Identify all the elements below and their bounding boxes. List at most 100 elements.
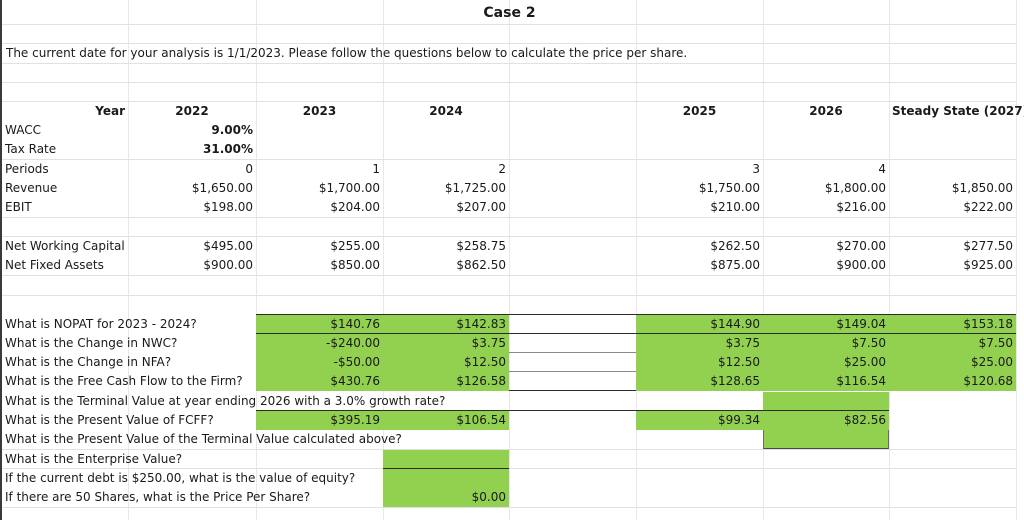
nopat-2026[interactable]: $149.04 <box>763 315 889 334</box>
year-header-2022[interactable]: 2022 <box>175 104 209 118</box>
row-divider <box>2 449 1016 450</box>
year-header-2026[interactable]: 2026 <box>809 104 843 118</box>
change-nfa-2027[interactable]: $25.00 <box>889 353 1016 372</box>
ebit-2023[interactable]: $204.00 <box>330 200 380 214</box>
periods-2022[interactable]: 0 <box>245 162 253 176</box>
col-divider <box>1016 0 1017 520</box>
equity-value-label[interactable]: If the current debt is $250.00, what is … <box>5 471 356 485</box>
row-border <box>256 333 1016 334</box>
pv-fcff-label[interactable]: What is the Present Value of FCFF? <box>5 413 214 427</box>
price-per-share-value[interactable]: $0.00 <box>383 488 509 507</box>
revenue-2025[interactable]: $1,750.00 <box>698 181 760 195</box>
ebit-label[interactable]: EBIT <box>5 200 32 214</box>
nfa-label[interactable]: Net Fixed Assets <box>5 258 104 272</box>
row-divider <box>2 236 1016 237</box>
ebit-2022[interactable]: $198.00 <box>203 200 253 214</box>
col-divider <box>128 0 129 520</box>
revenue-2024[interactable]: $1,725.00 <box>444 181 506 195</box>
periods-2025[interactable]: 3 <box>752 162 760 176</box>
wacc-value[interactable]: 9.00% <box>211 123 253 137</box>
row-border <box>509 352 636 353</box>
change-nwc-label[interactable]: What is the Change in NWC? <box>5 336 178 350</box>
fcff-2024[interactable]: $126.58 <box>383 372 509 391</box>
enterprise-value-label[interactable]: What is the Enterprise Value? <box>5 452 183 466</box>
row-divider <box>2 24 1016 25</box>
fcff-2027[interactable]: $120.68 <box>889 372 1016 391</box>
change-nfa-label[interactable]: What is the Change in NFA? <box>5 355 172 369</box>
ebit-2027[interactable]: $222.00 <box>963 200 1013 214</box>
nopat-2025[interactable]: $144.90 <box>636 315 763 334</box>
pv-fcff-2025[interactable]: $99.34 <box>636 411 763 430</box>
nfa-2022[interactable]: $900.00 <box>203 258 253 272</box>
periods-2023[interactable]: 1 <box>372 162 380 176</box>
periods-2026[interactable]: 4 <box>878 162 886 176</box>
nwc-2025[interactable]: $262.50 <box>710 239 760 253</box>
nwc-2023[interactable]: $255.00 <box>330 239 380 253</box>
revenue-2023[interactable]: $1,700.00 <box>318 181 380 195</box>
sheet-left-border <box>0 0 2 520</box>
revenue-2026[interactable]: $1,800.00 <box>824 181 886 195</box>
change-nwc-2026[interactable]: $7.50 <box>763 334 889 353</box>
change-nfa-2026[interactable]: $25.00 <box>763 353 889 372</box>
year-header-2025[interactable]: 2025 <box>682 104 717 118</box>
ebit-2024[interactable]: $207.00 <box>456 200 506 214</box>
revenue-label[interactable]: Revenue <box>5 181 58 195</box>
tax-rate-value[interactable]: 31.00% <box>203 142 253 156</box>
fcff-2025[interactable]: $128.65 <box>636 372 763 391</box>
nopat-2024[interactable]: $142.83 <box>383 315 509 334</box>
year-header-label[interactable]: Year <box>95 104 125 118</box>
row-divider <box>2 63 1016 64</box>
year-header-2023[interactable]: 2023 <box>302 104 337 118</box>
change-nfa-2025[interactable]: $12.50 <box>636 353 763 372</box>
nwc-2024[interactable]: $258.75 <box>456 239 506 253</box>
fcff-2023[interactable]: $430.76 <box>256 372 383 391</box>
fcff-label[interactable]: What is the Free Cash Flow to the Firm? <box>5 374 243 388</box>
nfa-2023[interactable]: $850.00 <box>330 258 380 272</box>
change-nwc-2027[interactable]: $7.50 <box>889 334 1016 353</box>
ebit-2026[interactable]: $216.00 <box>836 200 886 214</box>
wacc-label[interactable]: WACC <box>5 123 41 137</box>
terminal-value-input[interactable] <box>763 392 889 411</box>
change-nwc-2025[interactable]: $3.75 <box>636 334 763 353</box>
pv-fcff-2026[interactable]: $82.56 <box>763 411 889 430</box>
year-header-steady-state[interactable]: Steady State (2027) <box>892 104 1024 118</box>
periods-label[interactable]: Periods <box>5 162 49 176</box>
periods-2024[interactable]: 2 <box>498 162 506 176</box>
change-nwc-2023[interactable]: -$240.00 <box>256 334 383 353</box>
pv-terminal-input[interactable] <box>763 430 889 449</box>
sheet-title[interactable]: Case 2 <box>483 5 536 21</box>
change-nfa-2024[interactable]: $12.50 <box>383 353 509 372</box>
col-divider <box>636 0 637 520</box>
pv-fcff-2023[interactable]: $395.19 <box>256 411 383 430</box>
nfa-2027[interactable]: $925.00 <box>963 258 1013 272</box>
col-divider <box>383 0 384 520</box>
year-header-2024[interactable]: 2024 <box>429 104 463 118</box>
fcff-2026[interactable]: $116.54 <box>763 372 889 391</box>
equity-value-input[interactable] <box>383 469 509 488</box>
nwc-2026[interactable]: $270.00 <box>836 239 886 253</box>
nfa-2024[interactable]: $862.50 <box>456 258 506 272</box>
col-divider <box>256 0 257 520</box>
nopat-label[interactable]: What is NOPAT for 2023 - 2024? <box>5 317 197 331</box>
nwc-2027[interactable]: $277.50 <box>963 239 1013 253</box>
pv-fcff-2024[interactable]: $106.54 <box>383 411 509 430</box>
nfa-2025[interactable]: $875.00 <box>710 258 760 272</box>
nwc-2022[interactable]: $495.00 <box>203 239 253 253</box>
ebit-2025[interactable]: $210.00 <box>710 200 760 214</box>
enterprise-value-input[interactable] <box>383 450 509 469</box>
nopat-2023[interactable]: $140.76 <box>256 315 383 334</box>
nfa-2026[interactable]: $900.00 <box>836 258 886 272</box>
revenue-2027[interactable]: $1,850.00 <box>951 181 1013 195</box>
price-per-share-label[interactable]: If there are 50 Shares, what is the Pric… <box>5 490 311 504</box>
terminal-value-label[interactable]: What is the Terminal Value at year endin… <box>5 394 446 408</box>
change-nfa-2023[interactable]: -$50.00 <box>256 353 383 372</box>
nwc-label[interactable]: Net Working Capital <box>5 239 125 253</box>
change-nwc-2024[interactable]: $3.75 <box>383 334 509 353</box>
tax-rate-label[interactable]: Tax Rate <box>5 142 57 156</box>
row-border <box>256 410 763 411</box>
row-divider <box>2 275 1016 276</box>
nopat-2027[interactable]: $153.18 <box>889 315 1016 334</box>
instructions-text[interactable]: The current date for your analysis is 1/… <box>6 46 688 60</box>
pv-terminal-label[interactable]: What is the Present Value of the Termina… <box>5 432 402 446</box>
revenue-2022[interactable]: $1,650.00 <box>191 181 253 195</box>
